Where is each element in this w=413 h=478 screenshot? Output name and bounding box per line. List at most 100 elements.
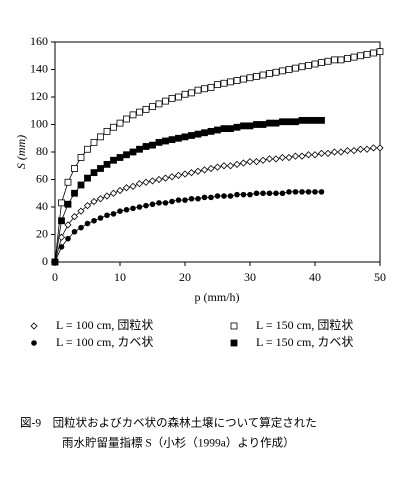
data-point xyxy=(181,90,189,98)
data-point xyxy=(181,133,189,141)
data-point xyxy=(298,116,306,124)
data-point xyxy=(84,174,91,182)
data-point xyxy=(77,207,85,215)
data-point xyxy=(318,189,325,195)
data-point xyxy=(136,145,143,153)
data-point xyxy=(195,195,201,202)
data-point xyxy=(312,189,318,195)
data-point xyxy=(259,121,267,128)
x-tick-label: 30 xyxy=(244,270,256,284)
data-point xyxy=(311,116,319,124)
data-point xyxy=(200,166,209,174)
data-point xyxy=(201,129,208,137)
data-point xyxy=(305,189,312,195)
legend-marker xyxy=(30,322,38,330)
legend-label: L = 100 cm, 団粒状 xyxy=(56,317,153,332)
data-point xyxy=(129,182,137,190)
data-point xyxy=(116,186,124,195)
data-point xyxy=(246,122,254,130)
data-point xyxy=(90,169,98,177)
data-point xyxy=(318,116,325,124)
data-point xyxy=(155,138,163,146)
data-point xyxy=(71,165,78,172)
data-point xyxy=(90,138,98,146)
data-point xyxy=(265,155,274,163)
data-point xyxy=(110,156,117,164)
data-point xyxy=(129,148,137,156)
data-point xyxy=(305,61,312,69)
data-point xyxy=(181,170,189,178)
data-point xyxy=(77,181,85,189)
data-point xyxy=(162,137,169,145)
data-point xyxy=(103,127,111,135)
data-point xyxy=(299,189,305,195)
legend-label: L = 150 cm, カベ状 xyxy=(256,335,353,349)
x-tick-label: 10 xyxy=(114,270,126,284)
data-point xyxy=(207,164,215,173)
data-point xyxy=(292,189,299,195)
data-point xyxy=(324,149,332,157)
data-point xyxy=(122,184,131,192)
data-point xyxy=(155,175,163,184)
data-point xyxy=(213,163,222,171)
data-point xyxy=(142,105,150,113)
data-point xyxy=(357,52,364,60)
data-point xyxy=(182,197,188,203)
data-point xyxy=(356,145,365,153)
data-point xyxy=(246,158,254,166)
data-point xyxy=(57,233,66,241)
x-tick-label: 0 xyxy=(52,270,58,284)
data-point xyxy=(272,119,280,127)
data-point xyxy=(246,74,254,82)
data-point xyxy=(259,71,267,79)
y-tick-label: 60 xyxy=(36,171,48,185)
data-point xyxy=(136,108,143,116)
data-point xyxy=(286,189,292,195)
data-point xyxy=(71,228,78,235)
data-point xyxy=(350,147,358,155)
data-point xyxy=(227,193,234,199)
data-point xyxy=(188,132,195,139)
y-axis-label: S (mm) xyxy=(14,135,28,169)
data-point xyxy=(376,48,384,56)
data-point xyxy=(369,144,378,152)
caption-line: 図-9 団粒状およびカベ状の森林土壌について算定された xyxy=(20,416,317,430)
data-point xyxy=(266,119,273,127)
data-point xyxy=(227,78,234,86)
legend-label: L = 100 cm, カベ状 xyxy=(56,335,153,349)
data-point xyxy=(298,63,306,71)
x-tick-label: 50 xyxy=(374,270,386,284)
data-point xyxy=(168,94,176,102)
data-point xyxy=(143,202,149,209)
y-tick-label: 40 xyxy=(36,199,48,213)
data-point xyxy=(123,115,130,123)
data-point xyxy=(214,81,221,89)
data-point xyxy=(70,213,79,221)
legend-label: L = 150 cm, 団粒状 xyxy=(256,317,353,332)
data-point xyxy=(58,217,65,225)
data-point xyxy=(311,151,319,159)
data-point xyxy=(253,72,260,80)
data-point xyxy=(363,145,371,153)
y-tick-label: 20 xyxy=(36,226,48,240)
data-point xyxy=(97,215,104,221)
data-point xyxy=(149,201,156,208)
data-point xyxy=(279,67,286,75)
y-tick-label: 80 xyxy=(36,144,48,158)
data-point xyxy=(240,191,247,198)
data-point xyxy=(155,100,163,108)
data-point xyxy=(174,171,183,179)
data-point xyxy=(220,125,228,133)
data-point xyxy=(260,190,266,197)
data-point xyxy=(266,190,273,197)
data-point xyxy=(168,173,176,181)
data-point xyxy=(51,258,59,266)
data-point xyxy=(129,111,137,119)
y-tick-label: 160 xyxy=(30,34,48,48)
data-point xyxy=(279,118,286,126)
data-point xyxy=(220,162,228,170)
data-point xyxy=(142,143,150,150)
data-point xyxy=(116,154,124,161)
data-point xyxy=(344,55,351,62)
